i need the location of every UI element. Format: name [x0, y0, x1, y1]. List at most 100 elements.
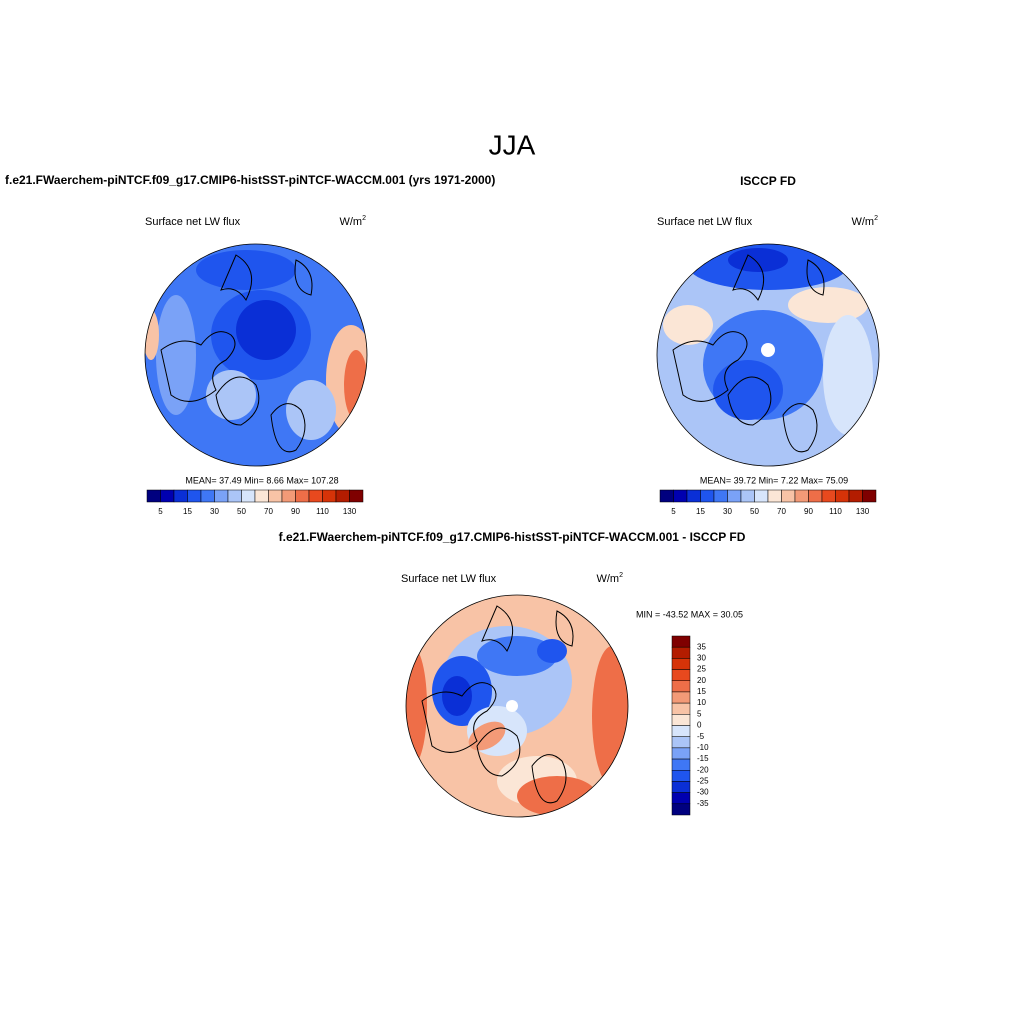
panel-heading: f.e21.FWaerchem-piNTCF.f09_g17.CMIP6-his…	[5, 173, 495, 187]
map-outline	[144, 243, 368, 467]
field-region	[788, 287, 868, 323]
colorbar-box	[671, 680, 691, 693]
map-subtitle: Surface net LW flux	[145, 216, 241, 228]
polar-map	[145, 244, 367, 466]
field-region	[406, 646, 427, 766]
colorbar-box	[187, 489, 202, 503]
colorbar-box	[862, 489, 877, 503]
coastline	[481, 605, 514, 652]
coastline	[270, 403, 306, 453]
colorbar-label: 110	[829, 507, 842, 516]
colorbar-box	[740, 489, 755, 503]
colorbar-box	[268, 489, 283, 503]
colorbar-label: -35	[697, 799, 709, 808]
colorbar-box	[349, 489, 364, 503]
colorbar-label: 15	[183, 507, 192, 516]
colorbar-label: 0	[697, 721, 702, 730]
colorbar-box	[671, 635, 691, 648]
coastline	[727, 376, 772, 426]
field-region	[823, 315, 873, 435]
colorbar-box	[322, 489, 337, 503]
colorbar-label: 20	[697, 676, 706, 685]
coastline	[294, 259, 313, 296]
map-units: W/m2	[339, 215, 366, 228]
colorbar-label: 110	[316, 507, 329, 516]
colorbar-label: 50	[750, 507, 759, 516]
colorbar-box	[781, 489, 796, 503]
colorbar-label: 10	[697, 698, 706, 707]
colorbar-label: 35	[697, 642, 706, 651]
coastline	[732, 254, 765, 301]
map-stats: MEAN= 39.72 Min= 7.22 Max= 75.09	[700, 475, 848, 485]
colorbar-label: 70	[777, 507, 786, 516]
colorbar-box	[281, 489, 296, 503]
field-region	[236, 300, 296, 360]
colorbar-box	[671, 758, 691, 771]
colorbar-label: -15	[697, 754, 709, 763]
colorbar-label: 90	[804, 507, 813, 516]
colorbar-box	[848, 489, 863, 503]
colorbar-box	[671, 781, 691, 793]
colorbar-box	[671, 770, 691, 782]
colorbar-label: -30	[697, 788, 709, 797]
field-region	[537, 639, 567, 663]
field-region	[196, 250, 296, 290]
colorbar-box	[808, 489, 823, 503]
map-units: W/m2	[596, 572, 623, 585]
figure-title: JJA	[489, 129, 536, 160]
field-region	[592, 646, 628, 786]
colorbar-label: 90	[291, 507, 300, 516]
colorbar-box	[671, 725, 691, 737]
colorbar-box	[713, 489, 728, 503]
colorbar-box	[794, 489, 809, 503]
colorbar-label: -25	[697, 777, 709, 786]
colorbar-box	[700, 489, 715, 503]
colorbar-box	[671, 792, 691, 805]
field-region	[442, 676, 472, 716]
coastline	[782, 403, 818, 453]
field-region	[477, 636, 557, 676]
colorbar-box	[173, 489, 188, 503]
colorbar-box	[295, 489, 310, 503]
colorbar-label: -10	[697, 743, 709, 752]
colorbar-box	[214, 489, 229, 503]
coastline	[806, 259, 825, 296]
colorbar-box	[673, 489, 688, 503]
coastline	[476, 727, 521, 777]
coastline	[672, 331, 748, 402]
colorbar-box	[821, 489, 836, 503]
field-region	[663, 305, 713, 345]
colorbar-box	[671, 669, 691, 681]
colorbar-label: 70	[264, 507, 273, 516]
colorbar-label: 25	[697, 665, 706, 674]
colorbar-box	[727, 489, 742, 503]
colorbar-label: 30	[723, 507, 732, 516]
colorbar-box	[671, 702, 691, 715]
colorbar-label: 5	[671, 507, 676, 516]
colorbar-label: -5	[697, 732, 705, 741]
field-region	[728, 248, 788, 272]
colorbar-label: 5	[697, 709, 702, 718]
field-region	[517, 776, 597, 816]
colorbar-box	[671, 714, 691, 726]
colorbar-box	[754, 489, 769, 503]
colorbar-label: 50	[237, 507, 246, 516]
coastline	[421, 682, 497, 753]
colorbar-label: 30	[210, 507, 219, 516]
colorbar-label: -20	[697, 765, 709, 774]
colorbar-box	[241, 489, 256, 503]
missing-data	[761, 343, 775, 357]
colorbar-box	[200, 489, 215, 503]
colorbar-label: 130	[856, 507, 870, 516]
field-region	[344, 350, 367, 420]
missing-data	[506, 700, 518, 712]
colorbar-box	[671, 646, 691, 659]
map-subtitle: Surface net LW flux	[401, 573, 497, 585]
field-region	[156, 295, 196, 415]
panel-heading: f.e21.FWaerchem-piNTCF.f09_g17.CMIP6-his…	[279, 530, 746, 544]
colorbar-box	[671, 803, 691, 816]
colorbar-box	[835, 489, 850, 503]
colorbar-label: 130	[343, 507, 357, 516]
coastline	[215, 376, 260, 426]
